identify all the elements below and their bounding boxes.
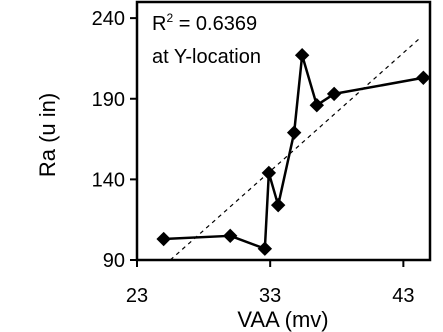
data-point-marker [326, 86, 342, 102]
data-series [156, 48, 431, 256]
y-tick-label: 90 [103, 250, 125, 272]
x-tick-label: 23 [126, 285, 148, 307]
y-tick-label: 190 [92, 89, 125, 111]
x-tick-label: 43 [392, 285, 414, 307]
data-point-marker [156, 231, 171, 247]
series-line [163, 53, 424, 250]
y-axis-label: Ra (u in) [35, 93, 60, 177]
data-point-marker [270, 197, 286, 213]
x-axis-ticks: 23 33 43 [126, 260, 414, 307]
plot-area-frame [135, 0, 432, 262]
data-point-marker [294, 48, 310, 63]
y-tick-label: 240 [92, 8, 125, 30]
y-tick-label: 140 [92, 169, 125, 191]
data-point-marker [309, 97, 325, 113]
data-point-marker [286, 125, 302, 140]
data-point-marker [257, 241, 273, 256]
trendline-path [169, 37, 422, 261]
data-point-marker [416, 70, 431, 85]
x-tick-label: 33 [259, 285, 281, 307]
y-axis-ticks: 90 140 190 240 [92, 8, 137, 272]
x-axis-label: VAA (mv) [237, 307, 328, 332]
data-point-marker [261, 165, 277, 181]
location-annotation: at Y-location [152, 46, 261, 68]
data-point-marker [223, 228, 238, 244]
trendline [169, 37, 422, 261]
r2-annotation: R2 = 0.6369 [152, 11, 257, 35]
